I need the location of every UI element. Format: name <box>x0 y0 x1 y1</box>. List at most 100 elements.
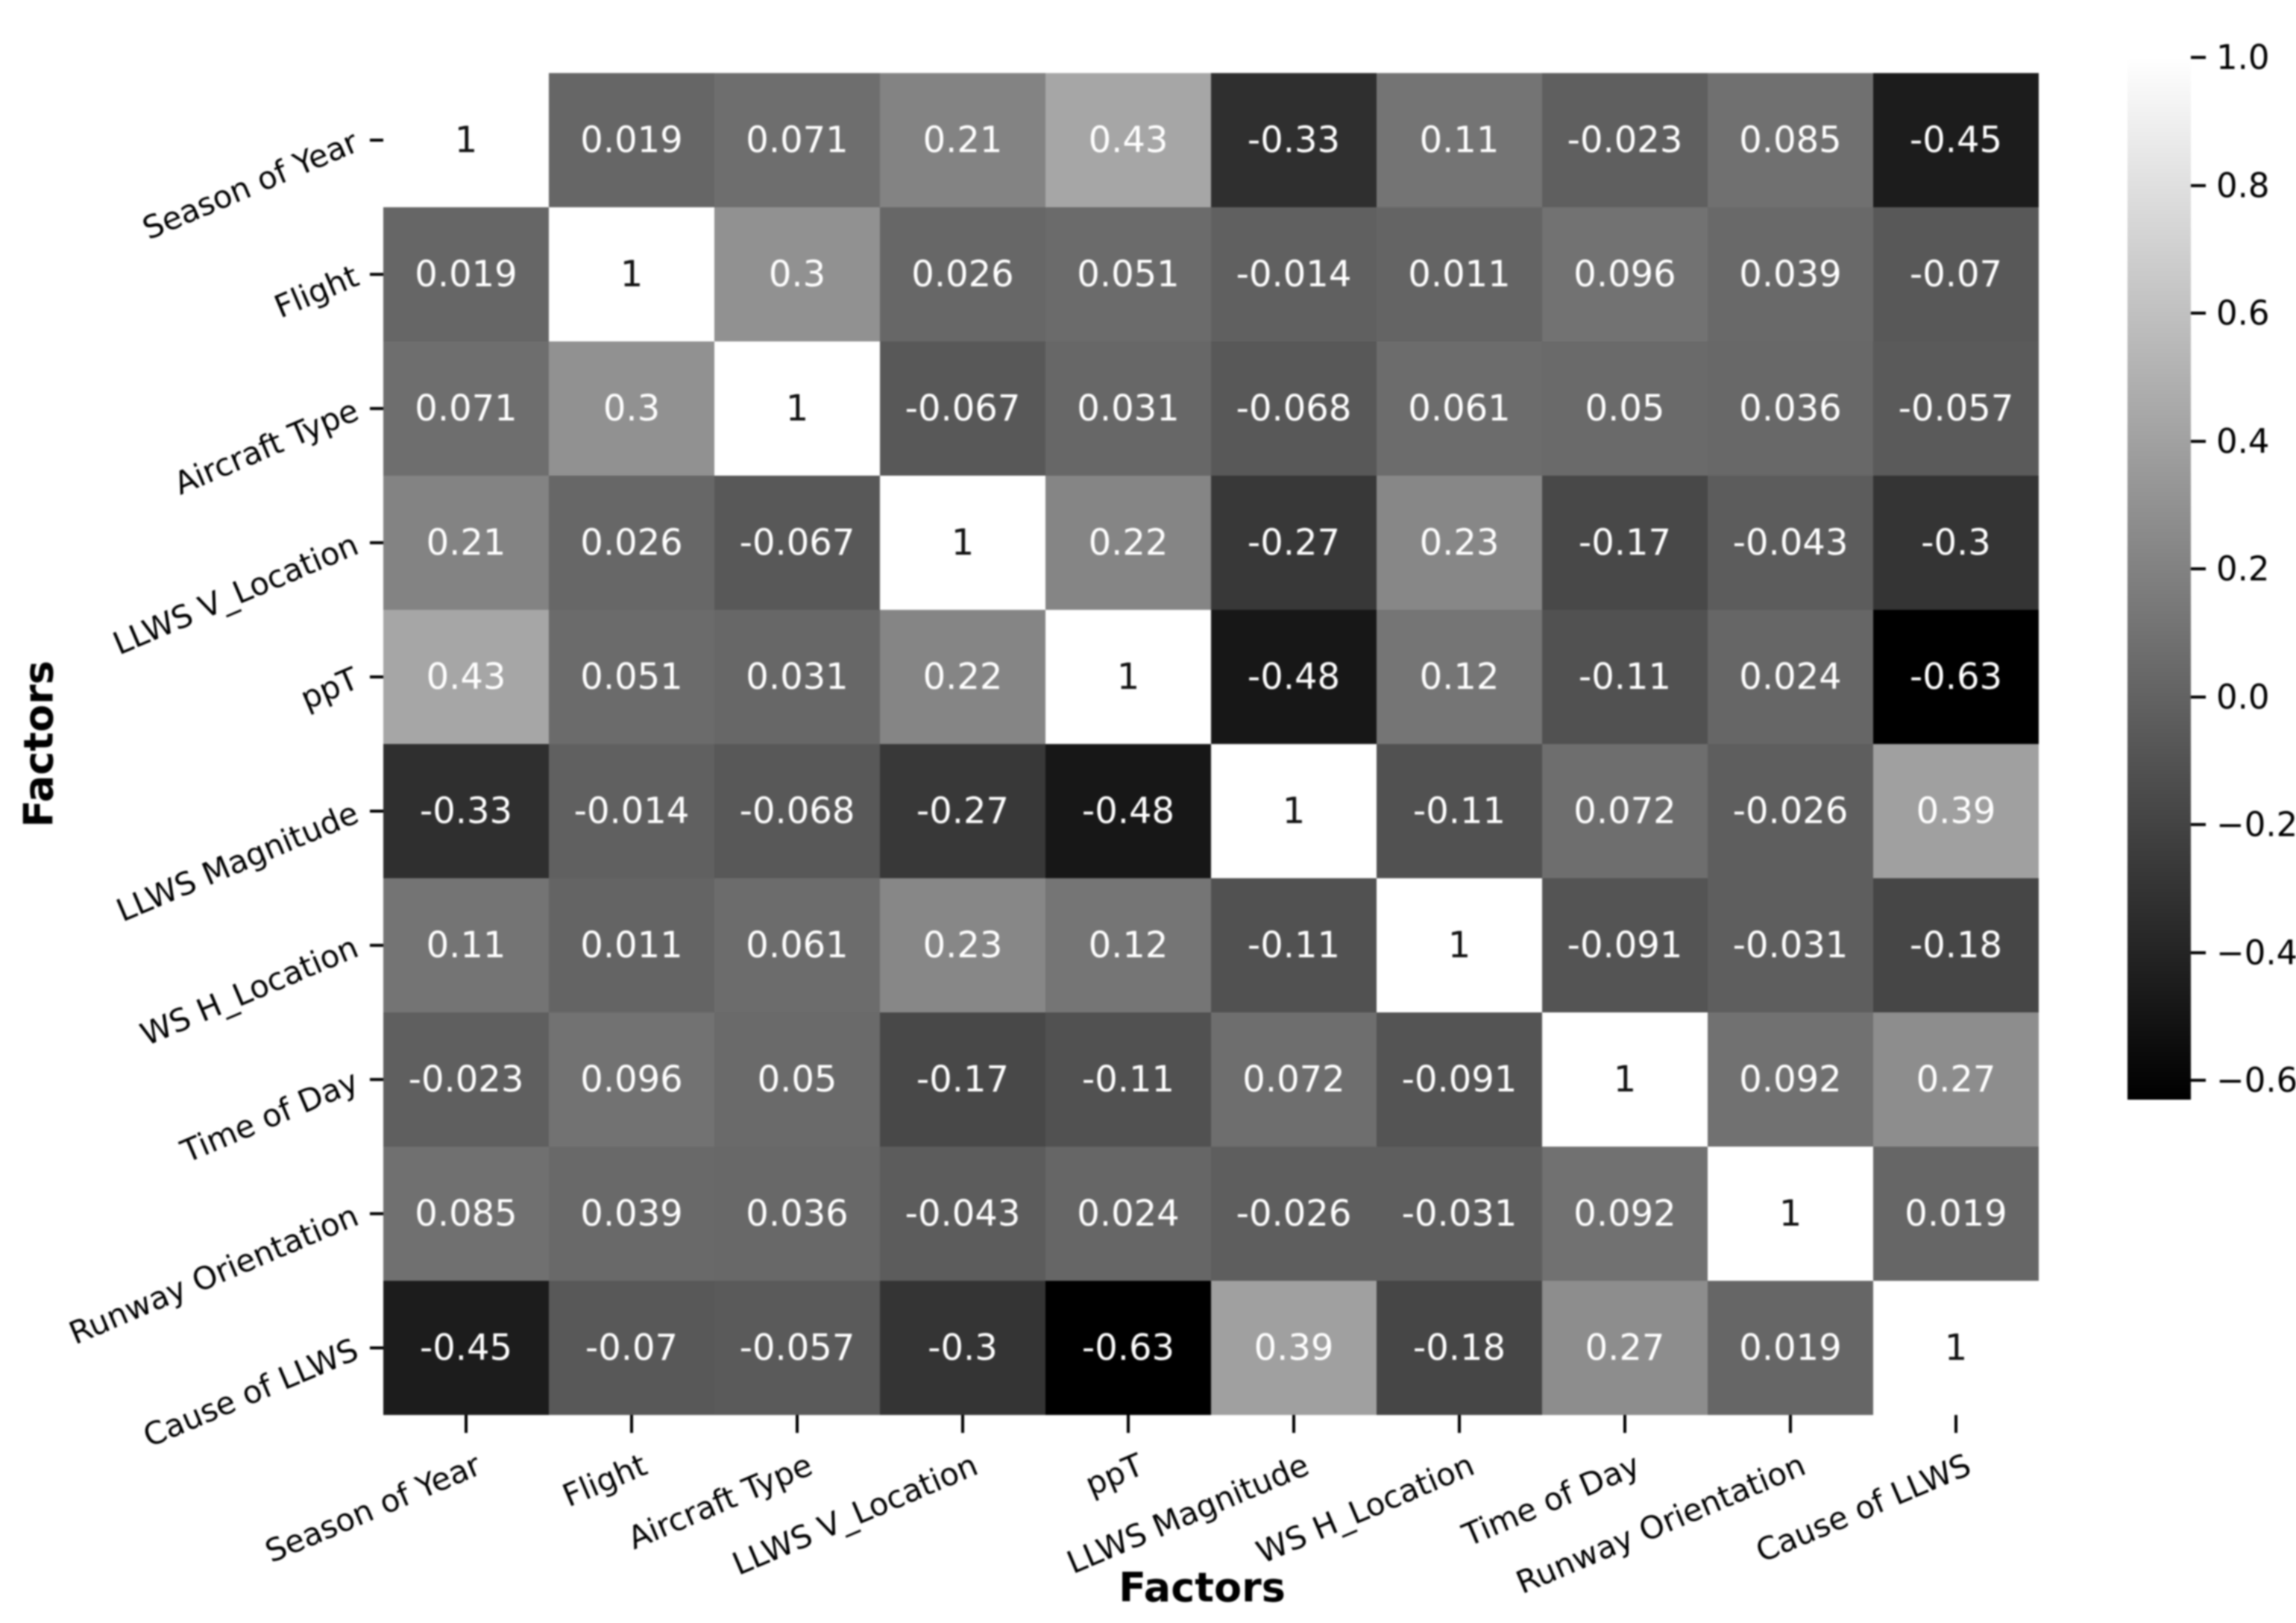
colorbar-tick <box>2191 1079 2206 1082</box>
heatmap-cell: 1 <box>1211 744 1377 878</box>
y-tick-label: Flight <box>268 257 364 326</box>
y-tick-label: Season of Year <box>137 123 364 248</box>
y-tick-label: LLWS V_Location <box>107 526 364 663</box>
x-axis-tick <box>630 1415 633 1433</box>
x-axis-tick <box>796 1415 799 1433</box>
heatmap-cell: 0.036 <box>1708 341 1873 476</box>
heatmap-cell: 1 <box>1377 878 1542 1012</box>
heatmap-cell: -0.11 <box>1377 744 1542 878</box>
colorbar-tick <box>2191 183 2206 187</box>
heatmap-cell: 0.072 <box>1542 744 1708 878</box>
heatmap-cell: 0.019 <box>549 73 714 207</box>
heatmap-cell: 0.019 <box>1873 1147 2039 1281</box>
heatmap-cell: -0.33 <box>383 744 549 878</box>
heatmap-cell: -0.17 <box>1542 476 1708 610</box>
heatmap-cell: 0.096 <box>549 1012 714 1147</box>
heatmap-cell: 0.43 <box>1045 73 1211 207</box>
colorbar-tick-label: 0.8 <box>2216 166 2270 206</box>
y-axis-tick <box>370 810 383 813</box>
heatmap-cell: 0.23 <box>1377 476 1542 610</box>
heatmap-cell: 0.039 <box>549 1147 714 1281</box>
x-tick-label: Runway Orientation <box>1511 1446 1811 1601</box>
x-tick-label: Flight <box>557 1446 652 1514</box>
heatmap-cell: 0.011 <box>1377 207 1542 341</box>
heatmap-cell: 0.05 <box>1542 341 1708 476</box>
heatmap-cell: 0.11 <box>1377 73 1542 207</box>
y-axis-tick <box>370 944 383 947</box>
heatmap-cell: 0.051 <box>549 610 714 744</box>
heatmap-cell: 0.12 <box>1045 878 1211 1012</box>
heatmap-cell: 0.27 <box>1873 1012 2039 1147</box>
heatmap-cell: 0.061 <box>1377 341 1542 476</box>
y-tick-label: Cause of LLWS <box>138 1331 364 1455</box>
heatmap-cell: -0.33 <box>1211 73 1377 207</box>
y-tick-label: Time of Day <box>175 1062 364 1170</box>
colorbar-tick-label: −0.2 <box>2216 804 2296 845</box>
colorbar-tick <box>2191 439 2206 443</box>
heatmap-cell: 0.11 <box>383 878 549 1012</box>
x-axis-tick <box>1127 1415 1130 1433</box>
x-axis-tick <box>1458 1415 1461 1433</box>
heatmap-cell: 0.051 <box>1045 207 1211 341</box>
colorbar-tick-label: −0.4 <box>2216 933 2296 973</box>
heatmap-cell: -0.057 <box>1873 341 2039 476</box>
heatmap-cell: -0.014 <box>1211 207 1377 341</box>
heatmap-cell: -0.17 <box>880 1012 1045 1147</box>
colorbar <box>2127 57 2191 1100</box>
heatmap-cell: -0.026 <box>1211 1147 1377 1281</box>
heatmap-cell: 0.092 <box>1708 1012 1873 1147</box>
heatmap-grid: 1 0.019 0.071 0.21 0.43 -0.33 0.11 -0.023 0.085-… <box>383 73 2039 1415</box>
heatmap-cell: 0.026 <box>549 476 714 610</box>
y-tick-label: LLWS Magnitude <box>111 794 364 930</box>
y-tick-label: Runway Orientation <box>63 1197 364 1352</box>
heatmap-cell: -0.11 <box>1211 878 1377 1012</box>
heatmap-cell: -0.27 <box>1211 476 1377 610</box>
heatmap-cell: -0.63 <box>1873 610 2039 744</box>
heatmap-cell: -0.057 <box>714 1281 880 1415</box>
colorbar-tick-label: −0.6 <box>2216 1060 2296 1100</box>
heatmap-cell: 0.085 <box>383 1147 549 1281</box>
heatmap-cell: 0.22 <box>1045 476 1211 610</box>
heatmap-cell: -0.023 <box>1542 73 1708 207</box>
heatmap-cell: 0.071 <box>714 73 880 207</box>
heatmap-cell: 0.071 <box>383 341 549 476</box>
y-axis-tick <box>370 1346 383 1349</box>
x-axis-tick <box>1623 1415 1626 1433</box>
x-tick-label: Season of Year <box>260 1446 487 1570</box>
colorbar-tick <box>2191 823 2206 827</box>
colorbar-tick-label: 0.2 <box>2216 549 2270 589</box>
heatmap-cell: 0.3 <box>714 207 880 341</box>
x-axis-tick <box>1789 1415 1792 1433</box>
heatmap-cell: -0.031 <box>1377 1147 1542 1281</box>
heatmap-cell: 1 <box>1045 610 1211 744</box>
heatmap-cell: -0.031 <box>1708 878 1873 1012</box>
heatmap-cell: 0.036 <box>714 1147 880 1281</box>
heatmap-cell: -0.07 <box>549 1281 714 1415</box>
heatmap-cell: 0.061 <box>714 878 880 1012</box>
heatmap-cell: -0.026 <box>1708 744 1873 878</box>
heatmap-cell: 0.072 <box>1211 1012 1377 1147</box>
heatmap-cell: 0.024 <box>1708 610 1873 744</box>
heatmap-cell: -0.023 <box>383 1012 549 1147</box>
heatmap-cell: 0.21 <box>383 476 549 610</box>
heatmap-cell: 0.096 <box>1542 207 1708 341</box>
x-tick-label: ppT <box>1080 1446 1149 1503</box>
heatmap-cell: -0.18 <box>1873 878 2039 1012</box>
heatmap-cell: 0.43 <box>383 610 549 744</box>
heatmap-cell: 0.22 <box>880 610 1045 744</box>
colorbar-tick <box>2191 56 2206 59</box>
heatmap-cell: 0.085 <box>1708 73 1873 207</box>
colorbar-tick-label: 0.0 <box>2216 677 2270 717</box>
heatmap-cell: -0.3 <box>1873 476 2039 610</box>
x-axis-tick <box>1954 1415 1957 1433</box>
heatmap-cell: 1 <box>1708 1147 1873 1281</box>
colorbar-tick <box>2191 695 2206 699</box>
heatmap-cell: -0.27 <box>880 744 1045 878</box>
x-axis-tick <box>1292 1415 1295 1433</box>
x-axis-tick <box>961 1415 964 1433</box>
heatmap-cell: 1 <box>549 207 714 341</box>
heatmap-cell: 0.092 <box>1542 1147 1708 1281</box>
y-tick-label: WS H_Location <box>135 928 364 1053</box>
heatmap-cell: -0.18 <box>1377 1281 1542 1415</box>
heatmap-cell: -0.067 <box>880 341 1045 476</box>
